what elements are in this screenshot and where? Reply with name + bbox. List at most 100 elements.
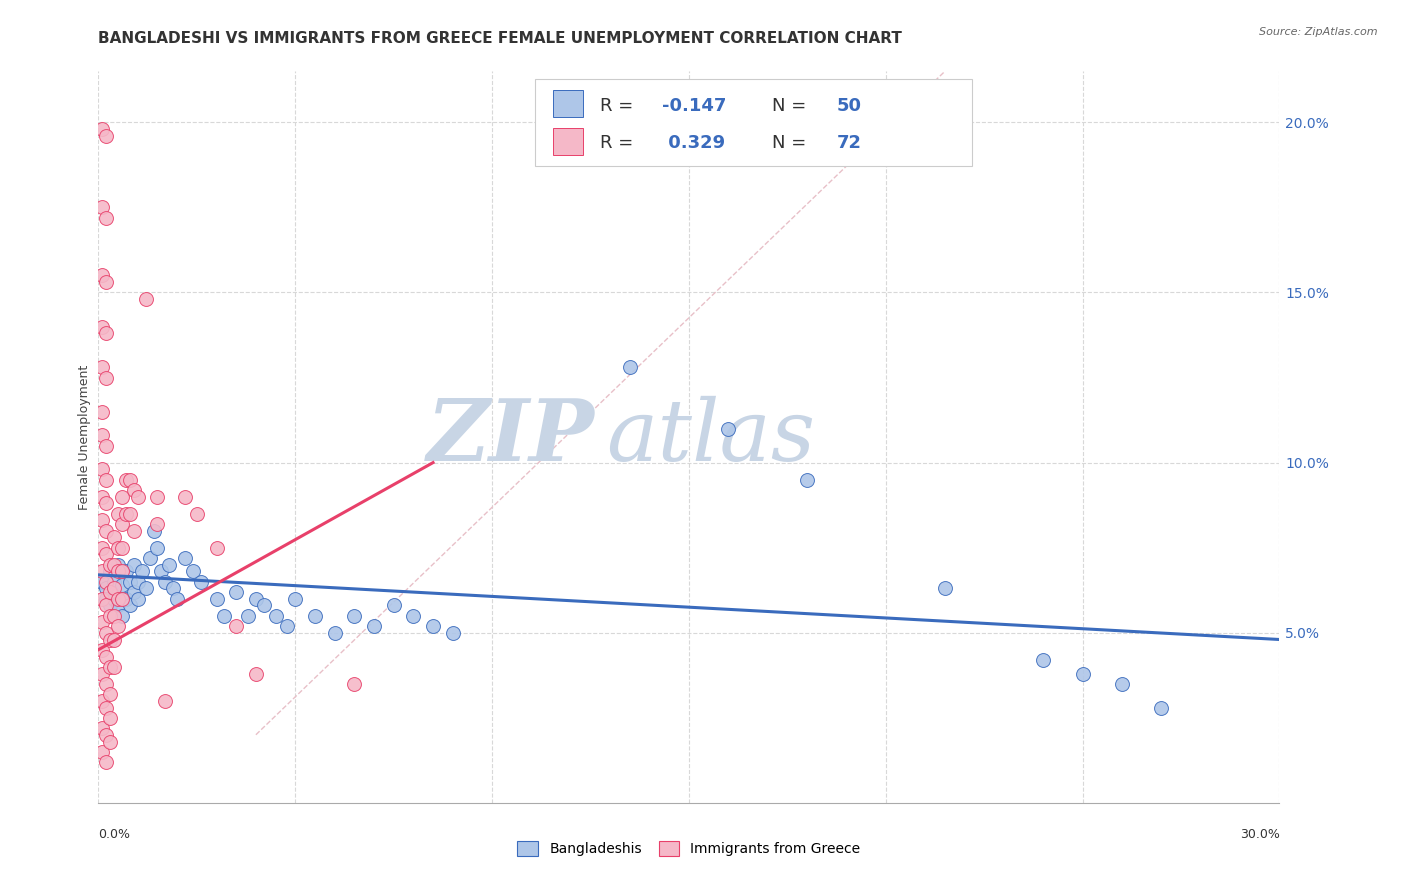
Point (122, 585, 145, 599)
Point (162, 582, 184, 596)
Point (96, 524, 118, 538)
Point (934, 582, 956, 596)
Point (98, 608, 121, 623)
Point (111, 591, 134, 606)
Point (91, 721, 114, 735)
Point (236, 608, 259, 623)
Point (98, 599, 121, 613)
Point (214, 608, 236, 623)
Point (122, 524, 145, 538)
Point (103, 558, 125, 572)
FancyBboxPatch shape (536, 78, 973, 167)
Point (96, 370, 118, 384)
Point (264, 608, 287, 623)
Point (115, 507, 138, 521)
Point (166, 591, 188, 606)
Text: 0.329: 0.329 (662, 134, 725, 152)
Point (205, 541, 228, 555)
Point (107, 591, 129, 606)
Point (96, 326, 118, 341)
Text: -0.147: -0.147 (662, 97, 725, 115)
Point (111, 541, 134, 555)
Point (343, 677, 366, 691)
Point (323, 625, 346, 640)
Point (146, 541, 169, 555)
Point (91, 462, 114, 476)
Point (343, 608, 366, 623)
Point (91, 201, 114, 215)
Point (186, 507, 208, 521)
Point (174, 490, 197, 504)
Point (91, 360, 114, 375)
Point (190, 574, 212, 589)
Point (91, 642, 114, 657)
Point (103, 591, 125, 606)
Point (131, 565, 153, 579)
Point (796, 473, 818, 487)
Point (96, 473, 118, 487)
Point (91, 565, 114, 579)
Point (98, 558, 121, 572)
Point (111, 516, 134, 531)
Point (1032, 653, 1054, 667)
Point (363, 619, 385, 633)
Text: 30.0%: 30.0% (1240, 829, 1279, 841)
Point (118, 473, 141, 487)
Point (245, 591, 267, 606)
Point (96, 128, 118, 143)
Point (91, 666, 114, 681)
Point (111, 578, 134, 592)
Point (142, 524, 165, 538)
Point (441, 625, 464, 640)
Point (98, 734, 121, 748)
Point (91, 745, 114, 759)
Point (96, 496, 118, 510)
Point (96, 677, 118, 691)
Point (107, 619, 129, 633)
Point (98, 711, 121, 725)
Point (91, 319, 114, 334)
Point (146, 516, 169, 531)
Point (135, 293, 157, 307)
Point (138, 550, 160, 565)
Point (205, 591, 228, 606)
Point (111, 490, 134, 504)
Point (107, 558, 129, 572)
Point (717, 421, 740, 435)
Point (91, 574, 114, 589)
Text: N =: N = (772, 134, 811, 152)
Point (103, 531, 125, 545)
Point (122, 483, 145, 497)
Point (96, 211, 118, 225)
Point (304, 608, 326, 623)
Point (107, 599, 129, 613)
Point (1111, 677, 1133, 691)
Point (96, 700, 118, 714)
Point (155, 694, 177, 708)
Point (181, 565, 204, 579)
Text: N =: N = (772, 97, 811, 115)
Point (118, 599, 141, 613)
Point (245, 666, 267, 681)
Text: 72: 72 (837, 134, 862, 152)
Y-axis label: Female Unemployment: Female Unemployment (79, 365, 91, 509)
Text: 0.0%: 0.0% (98, 829, 131, 841)
Point (118, 507, 141, 521)
Legend: Bangladeshis, Immigrants from Greece: Bangladeshis, Immigrants from Greece (512, 836, 866, 862)
Point (91, 404, 114, 418)
Point (107, 565, 129, 579)
Point (98, 565, 121, 579)
Text: R =: R = (600, 134, 640, 152)
Point (127, 574, 149, 589)
Point (91, 541, 114, 555)
Point (96, 574, 118, 589)
Point (96, 599, 118, 613)
Point (96, 439, 118, 453)
Point (91, 490, 114, 504)
Text: Source: ZipAtlas.com: Source: ZipAtlas.com (1260, 27, 1378, 37)
Point (157, 558, 180, 572)
Point (155, 574, 177, 589)
FancyBboxPatch shape (553, 89, 582, 118)
Point (96, 625, 118, 640)
Point (402, 608, 425, 623)
